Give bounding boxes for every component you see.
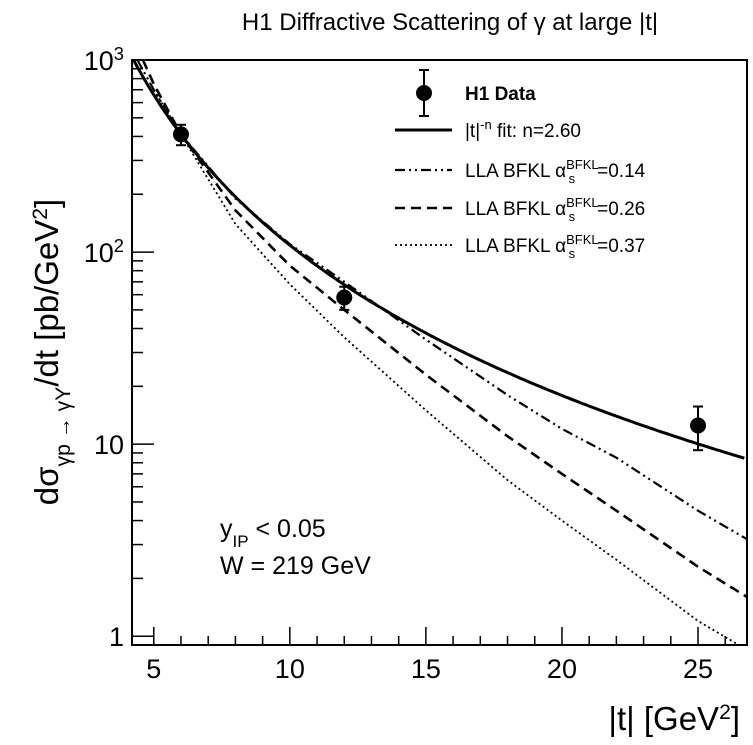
series-line-3 (153, 89, 741, 645)
axis-ticks: 5 10 15 20 25 1 10 102 103 (84, 43, 726, 684)
chart-title: H1 Diffractive Scattering of γ at large … (242, 9, 658, 36)
legend-label: |t|-n fit: n=2.60 (465, 117, 581, 142)
x-tick-label: 25 (683, 654, 713, 684)
data-point (336, 289, 353, 306)
model-curves (132, 60, 747, 645)
annotation-yip: yIP < 0.05 (220, 515, 326, 551)
legend-label: LLA BFKL αBFKL s =0.14 (465, 157, 646, 186)
y-tick-label: 1 (109, 622, 124, 652)
legend-label: LLA BFKL αBFKL s =0.26 (465, 195, 645, 224)
y-axis-label: dσγp → γY/dt [pb/GeV2] (28, 199, 75, 505)
y-tick-label: 102 (84, 235, 124, 269)
x-axis-label: |t| [GeV2] (608, 700, 740, 737)
series-line-0 (132, 60, 745, 460)
x-tick-label: 15 (411, 654, 441, 684)
annotation-w: W = 219 GeV (220, 552, 371, 580)
y-tick-label: 10 (94, 430, 124, 460)
x-tick-label: 5 (146, 654, 161, 684)
x-tick-label: 20 (547, 654, 577, 684)
y-tick-label: 103 (84, 43, 124, 77)
legend-label: LLA BFKL αBFKL s =0.37 (465, 232, 645, 261)
data-point (172, 126, 189, 143)
series-line-2 (141, 60, 747, 599)
series-line-1 (136, 60, 747, 541)
legend-label: H1 Data (465, 84, 536, 105)
legend-marker-point (416, 85, 432, 101)
data-point (690, 417, 707, 434)
annotations: yIP < 0.05W = 219 GeV (220, 515, 371, 580)
data-points (172, 123, 707, 452)
legend: H1 Data |t|-n fit: n=2.60 LLA BFKL αBFKL s =… (395, 69, 646, 261)
x-tick-label: 10 (275, 654, 305, 684)
